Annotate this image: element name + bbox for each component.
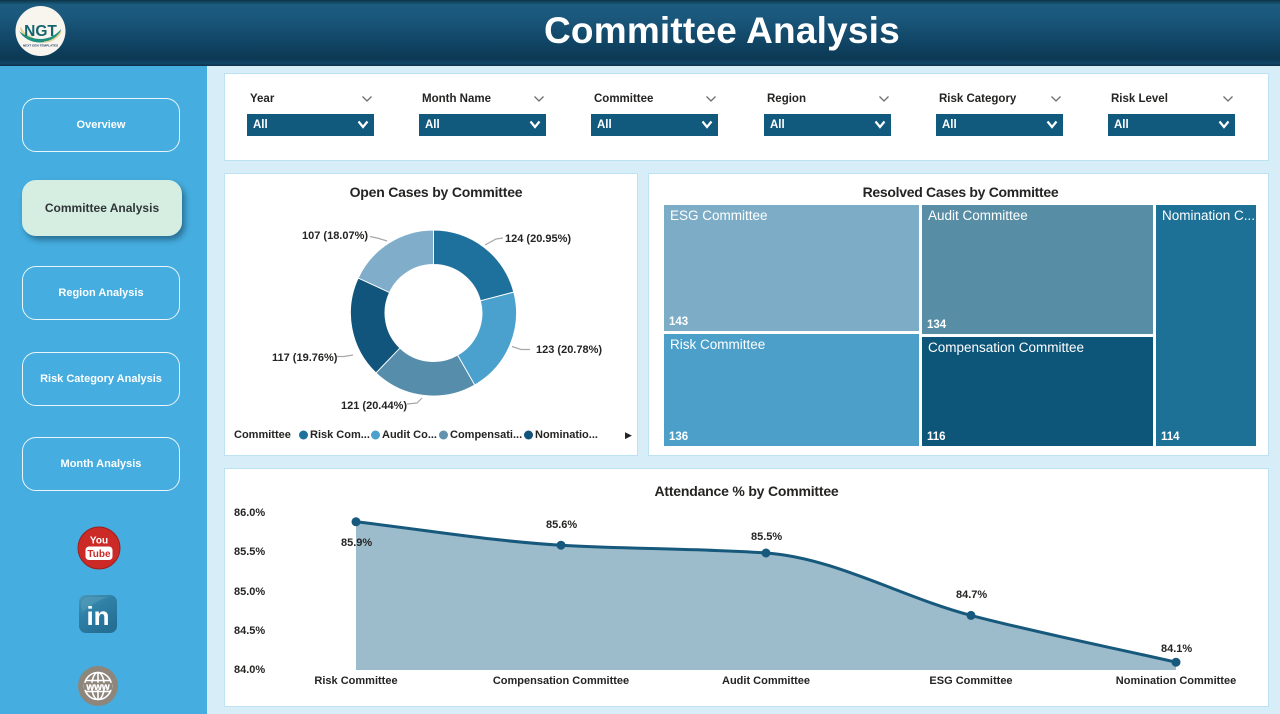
svg-text:NEXT GEN TEMPLATES: NEXT GEN TEMPLATES — [23, 44, 58, 48]
svg-text:You: You — [90, 536, 108, 547]
svg-text:in: in — [86, 601, 109, 631]
svg-text:NGT: NGT — [24, 23, 57, 40]
svg-text:Tube: Tube — [87, 549, 111, 560]
svg-text:www: www — [85, 682, 110, 693]
